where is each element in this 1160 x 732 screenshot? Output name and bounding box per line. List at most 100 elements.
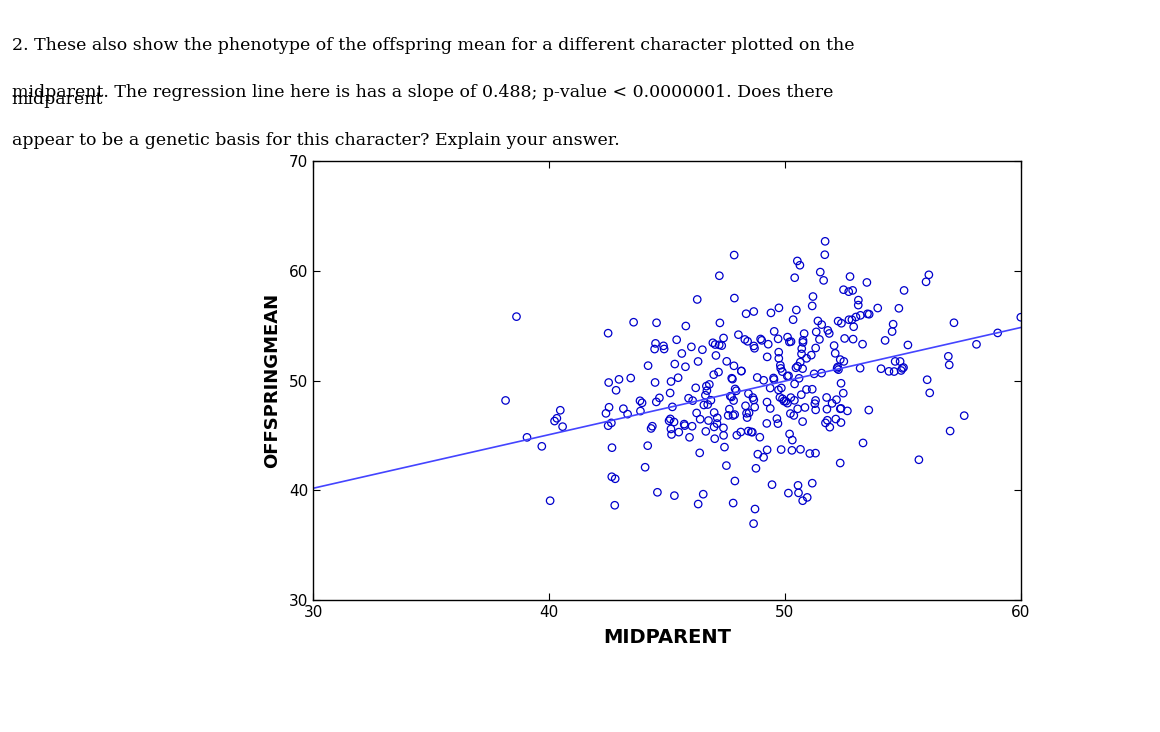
Point bbox=[705, 407, 724, 419]
Point bbox=[742, 426, 761, 438]
Point bbox=[633, 397, 652, 408]
Point bbox=[757, 444, 776, 456]
Point bbox=[662, 429, 681, 441]
Point bbox=[771, 359, 790, 371]
Point bbox=[716, 441, 734, 453]
Point bbox=[645, 343, 664, 355]
Point bbox=[807, 326, 826, 337]
Point bbox=[735, 334, 754, 346]
Point bbox=[955, 410, 973, 422]
Point bbox=[688, 294, 706, 305]
Point bbox=[791, 259, 810, 271]
Point bbox=[726, 383, 745, 395]
Point bbox=[791, 356, 810, 368]
Point bbox=[785, 378, 804, 389]
Point bbox=[748, 372, 767, 384]
Point bbox=[643, 420, 661, 432]
Point bbox=[789, 360, 807, 372]
Point bbox=[810, 334, 828, 346]
Point bbox=[892, 365, 911, 376]
Point bbox=[849, 299, 868, 311]
Point bbox=[691, 414, 710, 425]
Point bbox=[738, 411, 756, 423]
Point bbox=[744, 426, 762, 438]
Point bbox=[655, 343, 674, 355]
Point bbox=[631, 395, 650, 407]
Point bbox=[699, 414, 718, 426]
Point bbox=[806, 342, 825, 354]
Point bbox=[624, 316, 643, 328]
Point bbox=[761, 382, 780, 394]
Point bbox=[507, 311, 525, 323]
Point bbox=[676, 320, 695, 332]
Point bbox=[600, 401, 618, 413]
Point bbox=[789, 487, 807, 498]
Point bbox=[827, 394, 846, 406]
Point bbox=[717, 460, 735, 471]
Point bbox=[715, 430, 733, 441]
Point bbox=[775, 395, 793, 407]
Point bbox=[835, 332, 854, 344]
Point bbox=[781, 408, 799, 419]
Point bbox=[517, 431, 536, 443]
Point bbox=[834, 387, 853, 399]
Point bbox=[806, 395, 825, 406]
Point bbox=[792, 348, 811, 359]
Point bbox=[786, 305, 805, 316]
Point bbox=[757, 351, 776, 363]
Point bbox=[723, 373, 741, 385]
Point bbox=[730, 329, 748, 340]
Point bbox=[705, 421, 724, 433]
Point bbox=[815, 249, 834, 261]
Point bbox=[769, 384, 788, 396]
Point bbox=[747, 463, 766, 474]
Point bbox=[858, 308, 877, 320]
Point bbox=[832, 417, 850, 428]
Point bbox=[780, 488, 798, 499]
Point bbox=[771, 362, 790, 374]
Point bbox=[793, 416, 812, 427]
Point bbox=[602, 471, 621, 482]
Point bbox=[844, 321, 863, 332]
Point bbox=[890, 302, 908, 314]
Point bbox=[804, 291, 822, 302]
Point bbox=[717, 356, 735, 367]
Point bbox=[706, 339, 725, 351]
Point bbox=[646, 376, 665, 388]
Point bbox=[784, 410, 803, 422]
Point bbox=[712, 340, 731, 351]
Point bbox=[706, 350, 725, 362]
Point bbox=[664, 401, 682, 413]
Point bbox=[967, 338, 986, 350]
Point bbox=[682, 341, 701, 353]
Point bbox=[840, 285, 858, 297]
Point bbox=[545, 415, 564, 427]
Point bbox=[669, 426, 688, 438]
Point bbox=[732, 365, 751, 377]
Point bbox=[665, 490, 683, 501]
Point bbox=[776, 395, 795, 407]
Point bbox=[850, 362, 869, 374]
Text: midparent: midparent bbox=[12, 91, 103, 108]
Point bbox=[553, 421, 572, 433]
Point bbox=[828, 361, 847, 373]
Point bbox=[725, 292, 744, 304]
Point bbox=[840, 314, 858, 326]
Point bbox=[676, 361, 695, 373]
Point bbox=[829, 364, 848, 376]
Point bbox=[918, 374, 936, 386]
Point bbox=[839, 405, 857, 417]
Point bbox=[606, 473, 624, 485]
Point bbox=[695, 399, 713, 411]
Point bbox=[803, 384, 821, 395]
X-axis label: MIDPARENT: MIDPARENT bbox=[603, 629, 731, 647]
Point bbox=[769, 346, 788, 358]
Point bbox=[828, 362, 847, 374]
Point bbox=[705, 433, 724, 444]
Point bbox=[689, 498, 708, 510]
Point bbox=[654, 340, 673, 351]
Point bbox=[752, 333, 770, 345]
Point bbox=[631, 406, 650, 417]
Point bbox=[669, 372, 688, 384]
Point bbox=[797, 384, 815, 395]
